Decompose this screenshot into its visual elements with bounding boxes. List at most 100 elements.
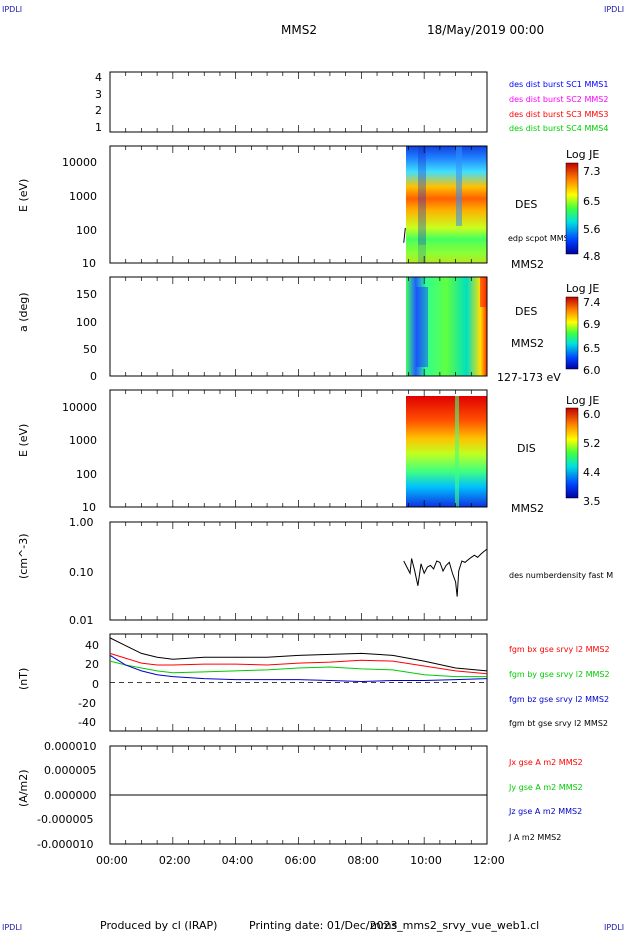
spacecraft-label: MMS2 bbox=[511, 502, 544, 515]
legend-bt: fgm bt gse srvy l2 MMS2 bbox=[509, 719, 608, 728]
ytick-label: 50 bbox=[83, 343, 97, 356]
footer-filename: mms_mms2_srvy_vue_web1.cl bbox=[370, 919, 539, 932]
ytick-label: 0.01 bbox=[69, 614, 94, 627]
ytick-label: 150 bbox=[76, 288, 97, 301]
footer-printing-date: Printing date: 01/Dec/2023 bbox=[249, 919, 398, 932]
legend-mms3: des dist burst SC3 MMS3 bbox=[509, 110, 608, 119]
panel-density: (cm^-3) 1.00 0.10 0.01 des numberdensity… bbox=[17, 516, 613, 627]
by-line bbox=[109, 660, 487, 678]
ytick-label: 10000 bbox=[62, 156, 97, 169]
time-tick-label: 04:00 bbox=[222, 854, 254, 867]
panel-label-des: DES bbox=[515, 198, 537, 211]
ytick-label: 100 bbox=[76, 316, 97, 329]
panel-current-density: (A/m2) 0.000010 0.000005 0.000000 -0.000… bbox=[17, 740, 583, 851]
ytick-label: 1.00 bbox=[69, 516, 94, 529]
energy-range-label: 127-173 eV bbox=[497, 371, 561, 384]
ytick-label: 10000 bbox=[62, 401, 97, 414]
ytick-label: -0.000010 bbox=[37, 838, 93, 851]
ytick-label: 40 bbox=[85, 639, 99, 652]
colorbar bbox=[565, 296, 579, 370]
spectrogram-stripe bbox=[480, 277, 487, 307]
colorbar-tick: 7.4 bbox=[583, 296, 601, 309]
panel-des-energy: E (eV) 10000 1000 100 10 DES edp scpot M… bbox=[17, 145, 601, 271]
ytick-label: 0 bbox=[92, 678, 99, 691]
ytick-label: 100 bbox=[76, 224, 97, 237]
spectrogram-stripe bbox=[455, 396, 459, 507]
ytick-label: 4 bbox=[95, 71, 102, 84]
ytick-label: 0.000005 bbox=[44, 764, 97, 777]
legend-mms4: des dist burst SC4 MMS4 bbox=[509, 124, 608, 133]
ytick-label: 2 bbox=[95, 104, 102, 117]
colorbar-tick: 4.8 bbox=[583, 250, 601, 263]
colorbar bbox=[565, 407, 579, 499]
colorbar-tick: 6.5 bbox=[583, 195, 601, 208]
spectrogram-des-energy bbox=[406, 146, 487, 263]
date-title: 18/May/2019 00:00 bbox=[427, 23, 544, 37]
legend-mms2: des dist burst SC2 MMS2 bbox=[509, 95, 608, 104]
colorbar-tick: 5.2 bbox=[583, 437, 601, 450]
legend-mms1: des dist burst SC1 MMS1 bbox=[509, 80, 608, 89]
panel-frame bbox=[109, 521, 488, 621]
ylabel-density: (cm^-3) bbox=[17, 533, 30, 579]
legend-j: J A m2 MMS2 bbox=[508, 833, 561, 842]
time-tick-label: 10:00 bbox=[410, 854, 442, 867]
ytick-label: -20 bbox=[78, 697, 96, 710]
ytick-label: -40 bbox=[78, 716, 96, 729]
footer-produced-by: Produced by cl (IRAP) bbox=[100, 919, 217, 932]
colorbar-tick: 7.3 bbox=[583, 165, 601, 178]
ylabel-current: (A/m2) bbox=[17, 769, 30, 807]
corner-label-bottom-right: IPDLI bbox=[604, 923, 624, 932]
ytick-label: -0.000005 bbox=[37, 813, 93, 826]
colorbar-tick: 6.0 bbox=[583, 364, 601, 377]
ytick-label: 0.000000 bbox=[44, 789, 97, 802]
legend-bz: fgm bz gse srvy l2 MMS2 bbox=[509, 695, 609, 704]
colorbar-tick: 4.4 bbox=[583, 466, 601, 479]
colorbar bbox=[565, 162, 579, 255]
ytick-label: 0.10 bbox=[69, 566, 94, 579]
ytick-label: 10 bbox=[82, 501, 96, 514]
colorbar-title: Log JE bbox=[566, 282, 599, 295]
ylabel-dis-energy: E (eV) bbox=[17, 424, 30, 457]
colorbar-tick: 3.5 bbox=[583, 495, 601, 508]
ytick-label: 3 bbox=[95, 88, 102, 101]
legend-jy: Jy gse A m2 MMS2 bbox=[508, 783, 583, 792]
panel-burst-availability: 4 3 2 1 des dist burst SC1 MMS1 des dist… bbox=[95, 71, 608, 134]
panel-label-dis: DIS bbox=[517, 442, 536, 455]
corner-label-right: IPDLI bbox=[604, 5, 624, 14]
colorbar-title: Log JE bbox=[566, 148, 599, 161]
spacecraft-label: MMS2 bbox=[511, 258, 544, 271]
ytick-label: 10 bbox=[82, 257, 96, 270]
ytick-label: 0 bbox=[90, 370, 97, 383]
corner-label-left: IPDLI bbox=[2, 5, 22, 14]
spacecraft-title: MMS2 bbox=[281, 23, 317, 37]
bz-line bbox=[109, 654, 488, 683]
ytick-label: 1000 bbox=[69, 190, 97, 203]
overlay-label-scpot: edp scpot MMS2 bbox=[508, 234, 574, 243]
spectrogram-stripe bbox=[456, 146, 462, 226]
spectrogram-stripe bbox=[416, 287, 428, 367]
spacecraft-label: MMS2 bbox=[511, 337, 544, 350]
panel-frame bbox=[109, 71, 488, 133]
density-line bbox=[403, 548, 488, 597]
time-tick-label: 00:00 bbox=[96, 854, 128, 867]
scpot-overlay-line bbox=[403, 227, 406, 243]
spectrogram-low-band bbox=[406, 245, 487, 263]
spectrogram-dis-energy bbox=[406, 396, 487, 507]
panel-magnetic-field: (nT) 40 20 0 -20 -40 fgm bx gse srvy l2 … bbox=[17, 633, 610, 732]
time-tick-label: 02:00 bbox=[159, 854, 191, 867]
corner-label-bottom-left: IPDLI bbox=[2, 923, 22, 932]
ytick-label: 20 bbox=[85, 658, 99, 671]
ytick-label: 0.000010 bbox=[44, 740, 97, 753]
legend-density: des numberdensity fast M bbox=[509, 571, 613, 580]
panel-dis-energy: E (eV) 10000 1000 100 10 DIS MMS2 Log JE… bbox=[17, 389, 601, 515]
colorbar-tick: 5.6 bbox=[583, 223, 601, 236]
legend-jz: Jz gse A m2 MMS2 bbox=[508, 807, 582, 816]
colorbar-title: Log JE bbox=[566, 394, 599, 407]
legend-by: fgm by gse srvy l2 MMS2 bbox=[509, 670, 610, 679]
ylabel-des-energy: E (eV) bbox=[17, 179, 30, 212]
time-axis: 00:00 02:00 04:00 06:00 08:00 10:00 12:00 bbox=[96, 72, 505, 867]
bx-line bbox=[109, 652, 488, 675]
spectrogram-stripe bbox=[418, 146, 426, 263]
colorbar-tick: 6.9 bbox=[583, 318, 601, 331]
